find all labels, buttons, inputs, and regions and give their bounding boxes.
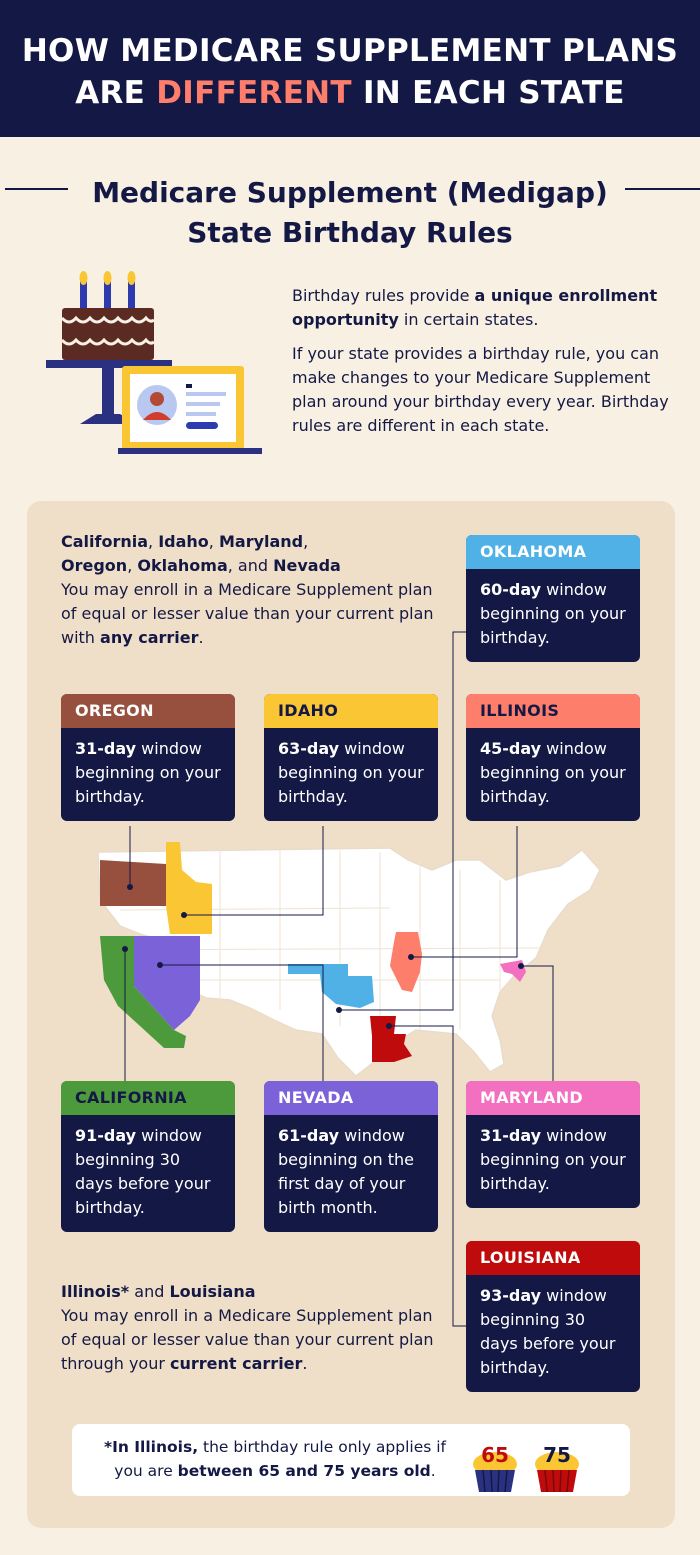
cupcake-65-icon: 65	[473, 1443, 517, 1492]
and-word: and	[134, 1282, 165, 1301]
any-carrier-states-text: California, Idaho, Maryland, Oregon, Okl…	[61, 532, 434, 647]
current-carrier-states-text: Illinois* and Louisiana You may enroll i…	[61, 1280, 441, 1376]
card-rest: window beginning 30 days before your bir…	[75, 1126, 211, 1217]
card-nevada-title: NEVADA	[264, 1081, 438, 1115]
card-nevada: NEVADA 61-day window beginning on the fi…	[264, 1081, 438, 1232]
any-carrier-text: You may enroll in a Medicare Supplement …	[61, 580, 434, 647]
intro-text: Birthday rules provide a unique enrollme…	[292, 284, 672, 448]
state-name: Nevada	[273, 556, 341, 575]
intro-paragraph-1: Birthday rules provide a unique enrollme…	[292, 284, 672, 332]
birthday-cake-laptop-illustration	[46, 271, 262, 454]
illinois-age-note: *In Illinois, the birthday rule only app…	[72, 1424, 630, 1496]
card-rest: window beginning on the first day of you…	[278, 1126, 414, 1217]
title-accent-word: DIFFERENT	[156, 75, 352, 111]
state-name: California	[61, 532, 149, 551]
card-rest: window beginning 30 days before your bir…	[480, 1286, 616, 1377]
state-name: Illinois*	[61, 1282, 130, 1301]
card-oklahoma-title: OKLAHOMA	[466, 535, 640, 569]
card-days: 31-day	[75, 739, 137, 758]
card-illinois: ILLINOIS 45-day window beginning on your…	[466, 694, 640, 821]
note-text: *In Illinois, the birthday rule only app…	[90, 1435, 460, 1483]
section-title-line-2: State Birthday Rules	[187, 216, 513, 249]
card-maryland: MARYLAND 31-day window beginning on your…	[466, 1081, 640, 1208]
section-title-line-1: Medicare Supplement (Medigap)	[92, 176, 608, 209]
card-idaho-title: IDAHO	[264, 694, 438, 728]
title-line-2-post: IN EACH STATE	[351, 75, 625, 111]
card-rest: window beginning on your birthday.	[480, 1126, 626, 1193]
card-california-body: 91-day window beginning 30 days before y…	[61, 1115, 235, 1232]
state-name: Idaho	[158, 532, 209, 551]
page-header: HOW MEDICARE SUPPLEMENT PLANS ARE DIFFER…	[0, 0, 700, 137]
current-carrier-text: You may enroll in a Medicare Supplement …	[61, 1306, 434, 1373]
card-days: 31-day	[480, 1126, 542, 1145]
title-rule-left	[5, 188, 68, 190]
card-oklahoma-body: 60-day window beginning on your birthday…	[466, 569, 640, 662]
card-illinois-body: 45-day window beginning on your birthday…	[466, 728, 640, 821]
state-name: Oregon	[61, 556, 128, 575]
card-maryland-title: MARYLAND	[466, 1081, 640, 1115]
card-oregon-body: 31-day window beginning on your birthday…	[61, 728, 235, 821]
oregon-shape	[100, 860, 166, 906]
card-maryland-body: 31-day window beginning on your birthday…	[466, 1115, 640, 1208]
card-days: 63-day	[278, 739, 340, 758]
title-line-2-pre: ARE	[75, 75, 157, 111]
card-california-title: CALIFORNIA	[61, 1081, 235, 1115]
card-days: 45-day	[480, 739, 542, 758]
card-days: 61-day	[278, 1126, 340, 1145]
card-days: 93-day	[480, 1286, 542, 1305]
any-carrier-text-end: .	[198, 628, 204, 647]
cupcake-75-icon: 75	[535, 1443, 579, 1492]
card-california: CALIFORNIA 91-day window beginning 30 da…	[61, 1081, 235, 1232]
card-oregon-title: OREGON	[61, 694, 235, 728]
card-idaho: IDAHO 63-day window beginning on your bi…	[264, 694, 438, 821]
page-title: HOW MEDICARE SUPPLEMENT PLANS ARE DIFFER…	[0, 30, 700, 114]
us-map	[97, 842, 601, 1077]
and-word: and	[237, 556, 269, 575]
card-idaho-body: 63-day window beginning on your birthday…	[264, 728, 438, 821]
card-days: 91-day	[75, 1126, 137, 1145]
card-louisiana-title: LOUISIANA	[466, 1241, 640, 1275]
section-title: Medicare Supplement (Medigap) State Birt…	[80, 173, 620, 253]
intro-p1-post: in certain states.	[398, 310, 539, 329]
state-name: Maryland	[218, 532, 304, 551]
note-bold-2: between 65 and 75 years old	[177, 1462, 431, 1480]
intro-paragraph-2: If your state provides a birthday rule, …	[292, 344, 669, 435]
note-bold-1: *In Illinois,	[103, 1438, 199, 1456]
card-rest: window beginning on your birthday.	[75, 739, 221, 806]
current-carrier-text-end: .	[302, 1354, 308, 1373]
card-louisiana-body: 93-day window beginning 30 days before y…	[466, 1275, 640, 1392]
cupcake-age-1: 65	[481, 1443, 509, 1467]
intro-p1-bold: a unique enrollment opportunity	[292, 286, 658, 329]
state-name: Louisiana	[169, 1282, 256, 1301]
intro-p1-pre: Birthday rules provide	[292, 286, 475, 305]
card-illinois-title: ILLINOIS	[466, 694, 640, 728]
card-nevada-body: 61-day window beginning on the first day…	[264, 1115, 438, 1232]
card-rest: window beginning on your birthday.	[278, 739, 424, 806]
card-louisiana: LOUISIANA 93-day window beginning 30 day…	[466, 1241, 640, 1392]
current-carrier-bold: current carrier	[170, 1354, 303, 1373]
laptop-icon	[118, 366, 262, 454]
card-rest: window beginning on your birthday.	[480, 739, 626, 806]
note-mid: the birthday rule only applies if you ar…	[114, 1438, 447, 1480]
note-end: .	[430, 1462, 436, 1480]
card-days: 60-day	[480, 580, 542, 599]
state-name: Oklahoma	[137, 556, 228, 575]
any-carrier-bold: any carrier	[100, 628, 199, 647]
card-rest: window beginning on your birthday.	[480, 580, 626, 647]
title-line-1: HOW MEDICARE SUPPLEMENT PLANS	[21, 33, 679, 69]
card-oregon: OREGON 31-day window beginning on your b…	[61, 694, 235, 821]
title-rule-right	[625, 188, 700, 190]
cupcakes-illustration: 65 75	[473, 1443, 579, 1492]
cupcake-age-2: 75	[543, 1443, 571, 1467]
card-oklahoma: OKLAHOMA 60-day window beginning on your…	[466, 535, 640, 662]
